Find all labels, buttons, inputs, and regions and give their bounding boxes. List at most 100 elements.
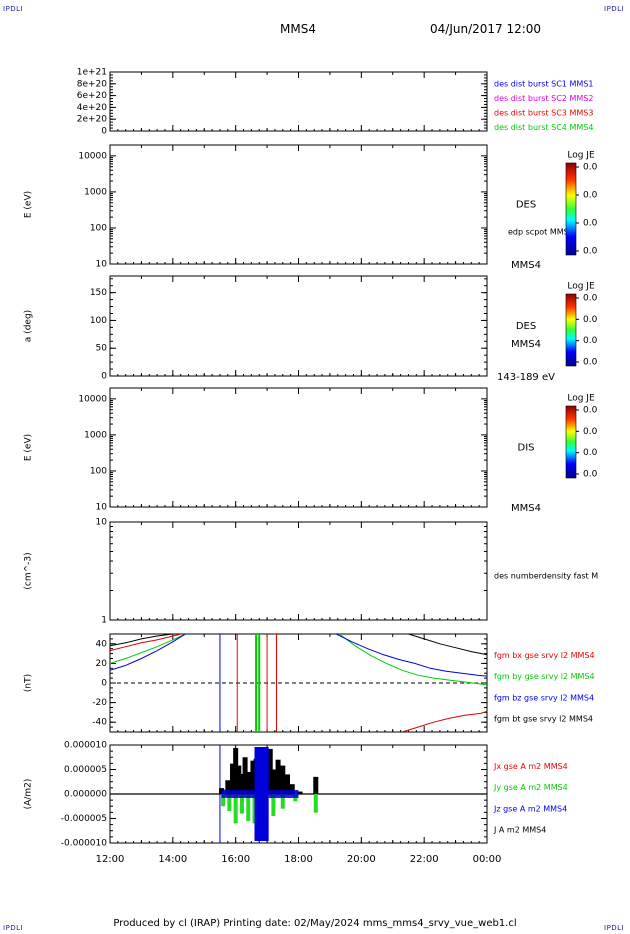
panel-2-y-tick-label: 1000 [84,187,107,197]
panel-4-y-tick-label: 100 [90,466,107,476]
spacecraft-title: MMS4 [280,22,316,36]
panel-2-y-tick-label: 100 [90,223,107,233]
panel-7-j-burst [289,784,295,794]
panel-6-legend-entry: fgm bx gse srvy l2 MMS4 [494,651,595,660]
panel-3-y-tick-label: 50 [96,344,108,354]
panel-5-y-axis-label: (cm^-3) [24,552,34,589]
panel-1-y-tick-label: 6e+20 [77,91,108,101]
panel-4-colorbar [565,405,577,479]
panel-5-y-tick-label: 10 [96,518,108,528]
panel-5-legend-entry: des numberdensity fast M [494,571,598,580]
panel-6-y-axis-label: (nT) [24,674,34,692]
panel-4-colorbar-title: Log JE [567,394,595,404]
panel-7-j-burst [239,773,245,794]
panel-7-j-burst [297,791,303,794]
panel-7-legend-entry: Jz gse A m2 MMS4 [493,804,567,813]
panel-6-y-tick-label: 0 [101,679,107,689]
datetime-title: 04/Jun/2017 12:00 [430,22,542,36]
panel-2-frame [109,144,488,265]
panel-1-legend-entry: des dist burst SC3 MMS3 [494,109,593,118]
panel-5-y-tick-label: 1 [101,616,107,626]
panel-7-y-tick-label: 0.000000 [64,790,107,800]
panel-6-series-bz [335,634,487,677]
panel-1-legend-entry: des dist burst SC4 MMS4 [494,123,593,132]
panel-7-jy-burst [239,786,244,814]
panel-1-y-tick-label: 0 [101,127,107,137]
panel-1-frame [109,71,488,132]
panel-6-legend-entry: fgm by gse srvy l2 MMS4 [494,672,595,681]
panel-2-y-tick-label: 10000 [78,151,107,161]
panel-6-legend-entry: fgm bt gse srvy l2 MMS4 [494,715,593,724]
panel-3-instrument-label: DES [516,321,536,332]
panel-7-j-burst [233,747,239,794]
panel-7-j-burst [267,748,273,794]
panel-4-colorbar-tick-label: 0.0 [583,470,598,480]
panel-3-bottom-label: 143-189 eV [497,372,555,383]
corner-label-top-left: IPDLI [3,5,24,13]
panel-7-jy-burst [233,782,238,824]
panel-3-y-axis-label: a (deg) [24,310,34,342]
panel-2-colorbar-title: Log JE [567,151,595,161]
panel-6-series-bx [402,710,487,732]
panel-1-legend-entry: des dist burst SC1 MMS1 [494,80,593,89]
panel-4-colorbar-tick-label: 0.0 [583,406,598,416]
panel-6-series-by [110,634,186,664]
panel-3-colorbar-title: Log JE [567,282,595,292]
panel-2-colorbar-tick-label: 0.0 [583,219,598,229]
panel-6-series-bx [110,634,184,652]
panel-4-y-tick-label: 10 [96,503,108,513]
panel-4-colorbar-tick-label: 0.0 [583,427,598,437]
panel-7-jz-block [254,747,269,841]
panel-7-jy-burst [246,783,251,821]
panel-7-jy-burst [271,785,276,817]
panel-3-y-tick-label: 100 [90,316,107,326]
panel-7-y-tick-label: 0.000010 [64,741,107,751]
panel-4-y-tick-label: 1000 [84,430,107,440]
time-axis-label: 12:00 [96,854,125,865]
time-axis-label: 22:00 [410,854,439,865]
panel-7-jz-trace [221,790,255,798]
panel-7-j-burst [245,771,251,794]
panel-6-series-by [339,634,487,686]
time-axis-label: 18:00 [284,854,313,865]
panel-6-y-tick-label: -40 [92,718,107,728]
panel-7-legend-entry: J A m2 MMS4 [493,826,546,835]
panel-6-legend-entry: fgm bz gse srvy l2 MMS4 [494,693,594,702]
panel-7-j-burst [313,776,319,794]
panel-3-colorbar-tick-label: 0.0 [583,315,598,325]
panel-2-colorbar-tick-label: 0.0 [583,191,598,201]
panel-3-mid-label: MMS4 [511,339,541,350]
panel-3-y-tick-label: 0 [101,372,107,382]
panel-6-series-bz [110,634,186,671]
time-axis-label: 16:00 [221,854,250,865]
panel-7-jy-burst [280,788,285,809]
panel-4-colorbar-tick-label: 0.0 [583,448,598,458]
panel-2-colorbar-tick-label: 0.0 [583,247,598,257]
panel-2-colorbar-tick-label: 0.0 [583,163,598,173]
panel-1-legend-entry: des dist burst SC2 MMS2 [494,94,593,103]
panel-7-y-axis-label: (A/m2) [24,779,34,810]
panel-4-y-axis-label: E (eV) [24,434,34,461]
panel-2-sub-label: edp scpot MMS4 [508,227,574,236]
panel-4-instrument-label: DIS [518,443,535,454]
panel-5-frame [109,521,488,621]
time-axis-label: 14:00 [158,854,187,865]
panel-3-colorbar-tick-label: 0.0 [583,358,598,368]
panel-1-y-tick-label: 8e+20 [77,79,108,89]
panel-7-jy-burst [227,787,232,812]
panel-6-y-tick-label: -20 [92,698,107,708]
panel-2-bottom-label: MMS4 [511,260,541,271]
panel-6-series-bt [110,634,180,647]
panel-7-j-burst [236,765,242,794]
panel-3-colorbar-tick-label: 0.0 [583,336,598,346]
panel-7-legend-entry: Jy gse A m2 MMS4 [493,783,568,792]
panel-7-j-burst [272,769,278,794]
panel-6-y-tick-label: 40 [96,639,108,649]
panel-7-y-tick-label: 0.000005 [64,765,107,775]
panel-4-bottom-label: MMS4 [511,503,541,514]
panel-6-y-tick-label: 20 [96,659,108,669]
time-axis-label: 20:00 [347,854,376,865]
panel-7-y-tick-label: -0.000005 [61,814,107,824]
panel-2-y-axis-label: E (eV) [24,191,34,218]
